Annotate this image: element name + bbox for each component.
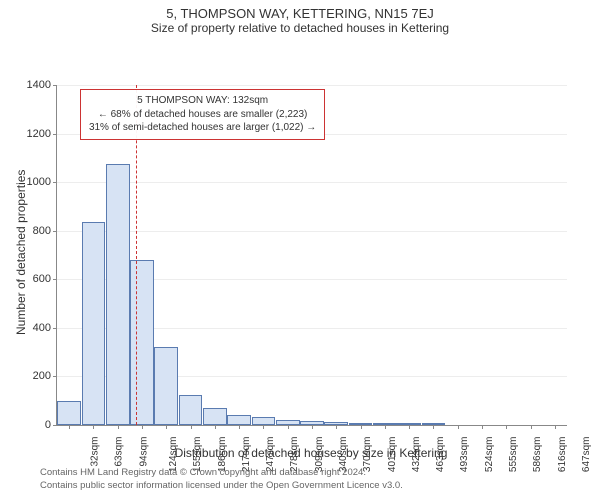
- xtick-mark: [93, 425, 94, 429]
- xtick-mark: [433, 425, 434, 429]
- xtick-mark: [312, 425, 313, 429]
- xtick-mark: [166, 425, 167, 429]
- ytick-label: 0: [45, 419, 57, 431]
- xtick-mark: [409, 425, 410, 429]
- xtick-mark: [458, 425, 459, 429]
- ytick-label: 1400: [27, 79, 57, 91]
- histogram-bar: [154, 347, 178, 425]
- annotation-line1: 5 THOMPSON WAY: 132sqm: [89, 94, 316, 108]
- xtick-mark: [215, 425, 216, 429]
- xtick-mark: [506, 425, 507, 429]
- gridline: [57, 85, 567, 86]
- xtick-mark: [142, 425, 143, 429]
- xtick-mark: [555, 425, 556, 429]
- xtick-mark: [191, 425, 192, 429]
- xtick-mark: [482, 425, 483, 429]
- xtick-mark: [361, 425, 362, 429]
- annotation-line2: ← 68% of detached houses are smaller (2,…: [89, 108, 316, 122]
- gridline: [57, 231, 567, 232]
- gridline: [57, 182, 567, 183]
- x-axis-label: Distribution of detached houses by size …: [56, 446, 566, 460]
- xtick-mark: [288, 425, 289, 429]
- histogram-bar: [82, 222, 106, 425]
- histogram-bar: [252, 417, 276, 425]
- xtick-mark: [69, 425, 70, 429]
- ytick-label: 1200: [27, 128, 57, 140]
- histogram-bar: [130, 260, 154, 425]
- histogram-bar: [227, 415, 251, 425]
- xtick-mark: [336, 425, 337, 429]
- xtick-mark: [118, 425, 119, 429]
- histogram-bar: [179, 395, 203, 425]
- xtick-mark: [385, 425, 386, 429]
- footer-line-1: Contains HM Land Registry data © Crown c…: [40, 467, 403, 479]
- plot-area: 020040060080010001200140032sqm63sqm94sqm…: [56, 85, 567, 426]
- ytick-label: 200: [33, 370, 57, 382]
- histogram-bar: [57, 401, 81, 425]
- xtick-mark: [263, 425, 264, 429]
- xtick-mark: [239, 425, 240, 429]
- title-subtitle: Size of property relative to detached ho…: [0, 21, 600, 35]
- ytick-label: 1000: [27, 176, 57, 188]
- footer-line-2: Contains public sector information licen…: [40, 480, 403, 492]
- xtick-label: 647sqm: [581, 437, 592, 473]
- footer-attribution: Contains HM Land Registry data © Crown c…: [40, 467, 403, 492]
- ytick-label: 600: [33, 273, 57, 285]
- title-address: 5, THOMPSON WAY, KETTERING, NN15 7EJ: [0, 0, 600, 21]
- histogram-bar: [106, 164, 130, 425]
- ytick-label: 800: [33, 225, 57, 237]
- xtick-mark: [531, 425, 532, 429]
- histogram-bar: [203, 408, 227, 425]
- ytick-label: 400: [33, 322, 57, 334]
- y-axis-label: Number of detached properties: [14, 170, 28, 335]
- annotation-box: 5 THOMPSON WAY: 132sqm← 68% of detached …: [80, 89, 325, 140]
- annotation-line3: 31% of semi-detached houses are larger (…: [89, 121, 316, 135]
